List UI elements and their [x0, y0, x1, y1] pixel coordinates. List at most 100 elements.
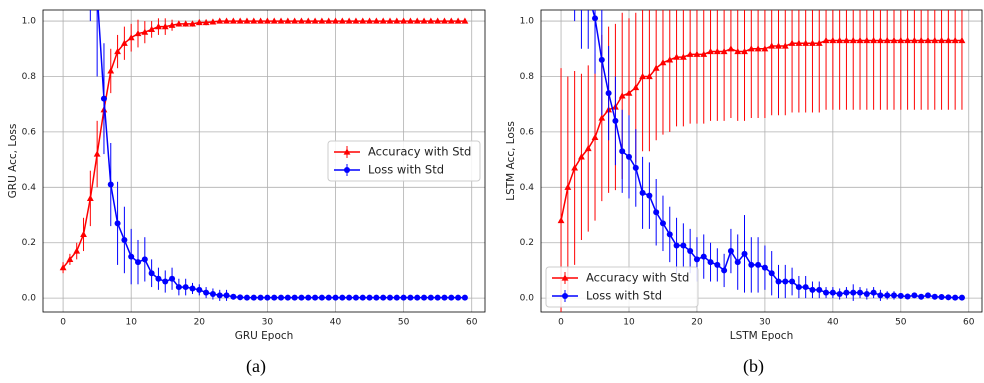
marker: [795, 39, 803, 46]
marker: [829, 289, 836, 296]
marker: [673, 53, 680, 60]
marker: [448, 294, 455, 301]
marker: [652, 64, 660, 71]
marker: [434, 17, 442, 24]
marker: [141, 256, 148, 263]
marker: [155, 275, 162, 282]
x-tick-label: 50: [895, 318, 907, 328]
marker: [734, 259, 741, 266]
marker: [434, 294, 441, 301]
marker: [141, 28, 149, 35]
marker: [829, 36, 837, 44]
marker: [447, 17, 455, 24]
marker: [454, 17, 462, 24]
marker: [686, 50, 694, 57]
marker: [883, 36, 891, 44]
legend-label: Accuracy with Std: [368, 145, 471, 159]
marker: [379, 17, 387, 24]
marker: [203, 289, 210, 296]
plot-area: [59, 10, 469, 301]
marker: [420, 17, 428, 24]
marker: [284, 17, 292, 24]
marker: [114, 47, 121, 55]
marker: [339, 294, 346, 301]
marker: [257, 17, 264, 24]
marker: [202, 18, 210, 26]
marker: [223, 292, 230, 299]
marker: [162, 278, 169, 285]
marker: [182, 284, 189, 291]
x-tick-label: 50: [398, 318, 410, 328]
marker: [666, 231, 673, 238]
marker: [802, 284, 809, 291]
marker: [918, 293, 925, 300]
x-tick-label: 60: [963, 318, 975, 328]
marker: [209, 290, 216, 297]
marker: [747, 45, 755, 52]
marker: [938, 36, 945, 44]
marker: [386, 17, 394, 24]
marker: [578, 153, 585, 160]
marker: [755, 261, 762, 268]
y-tick-label: 0.4: [520, 183, 535, 193]
marker: [564, 183, 572, 190]
marker: [639, 189, 646, 196]
x-tick-label: 60: [466, 318, 478, 328]
marker: [795, 284, 802, 291]
marker: [734, 47, 742, 55]
marker: [257, 294, 264, 301]
marker: [291, 294, 298, 301]
marker: [809, 286, 816, 293]
marker: [863, 290, 870, 297]
marker: [843, 36, 850, 44]
marker: [352, 294, 359, 301]
marker: [836, 290, 843, 297]
marker: [372, 17, 380, 24]
marker: [107, 67, 115, 74]
marker: [836, 36, 844, 44]
marker: [802, 39, 810, 46]
marker: [775, 278, 782, 285]
marker: [877, 36, 884, 44]
marker: [216, 292, 223, 299]
marker: [250, 17, 258, 24]
x-tick-label: 20: [194, 318, 206, 328]
marker: [114, 220, 121, 227]
marker: [168, 21, 176, 28]
marker: [344, 167, 350, 173]
marker: [713, 47, 721, 55]
marker: [427, 294, 434, 301]
marker: [768, 270, 775, 277]
marker: [400, 294, 407, 301]
y-tick-label: 0.4: [22, 183, 37, 193]
marker: [134, 29, 142, 37]
marker: [619, 148, 626, 155]
marker: [815, 39, 823, 46]
marker: [562, 293, 568, 299]
y-tick-label: 0.0: [22, 294, 37, 304]
y-tick-label: 0.8: [520, 72, 535, 82]
legend-label: Accuracy with Std: [586, 271, 689, 285]
marker: [557, 216, 565, 224]
marker: [325, 294, 332, 301]
marker: [789, 278, 796, 285]
series-line: [560, 39, 962, 221]
marker: [86, 194, 94, 202]
marker: [897, 292, 904, 299]
x-tick-label: 40: [330, 318, 342, 328]
marker: [441, 17, 448, 24]
x-tick-label: 0: [558, 318, 564, 328]
x-tick-label: 10: [623, 318, 635, 328]
legend-label: Loss with Std: [368, 163, 444, 177]
marker: [284, 294, 291, 301]
x-tick-label: 20: [691, 318, 703, 328]
marker: [951, 36, 959, 44]
marker: [693, 256, 700, 263]
legend-label: Loss with Std: [586, 289, 662, 303]
marker: [870, 36, 878, 44]
marker: [700, 253, 707, 260]
marker: [605, 90, 612, 97]
y-tick-label: 1.0: [22, 17, 37, 27]
marker: [148, 270, 155, 277]
